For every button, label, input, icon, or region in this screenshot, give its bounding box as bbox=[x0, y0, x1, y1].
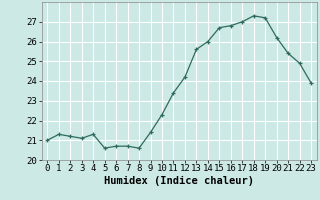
X-axis label: Humidex (Indice chaleur): Humidex (Indice chaleur) bbox=[104, 176, 254, 186]
